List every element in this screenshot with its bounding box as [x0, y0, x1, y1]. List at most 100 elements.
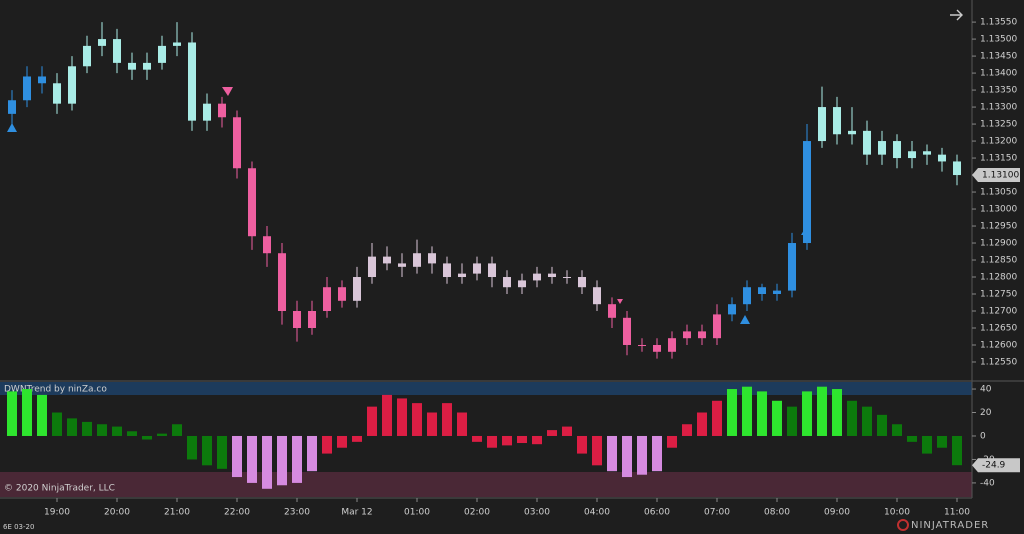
histogram-bar: [592, 435, 602, 466]
x-tick-label: 01:00: [404, 508, 430, 518]
histogram-bar: [217, 435, 227, 469]
histogram-bar: [907, 435, 917, 442]
signal-up: [740, 315, 750, 324]
candle-body: [758, 287, 766, 295]
y-tick-label: 1.13300: [980, 103, 1017, 113]
candle-body: [263, 236, 271, 254]
histogram-bar: [487, 435, 497, 448]
candle-body: [503, 277, 511, 288]
histogram-bar: [37, 394, 47, 436]
candle-body: [893, 141, 901, 159]
logo: NINJATRADER: [911, 520, 989, 531]
candle-body: [428, 253, 436, 264]
y-tick-label: 1.12900: [980, 239, 1017, 249]
x-tick-label: 23:00: [284, 508, 310, 518]
scroll-arrow[interactable]: [950, 9, 963, 21]
candle-body: [293, 311, 301, 328]
histogram-bar: [397, 398, 407, 436]
candle-body: [368, 256, 376, 278]
histogram-bar: [532, 435, 542, 445]
candle-body: [788, 243, 796, 291]
x-tick-label: 20:00: [104, 508, 130, 518]
candle-body: [8, 100, 16, 114]
histogram-bar: [7, 391, 17, 436]
x-tick-label: 10:00: [884, 508, 910, 518]
candle-body: [623, 317, 631, 345]
histogram-bar: [277, 435, 287, 486]
histogram-bar: [457, 412, 467, 436]
instrument: 6E 03-20: [3, 523, 34, 531]
candle-body: [23, 76, 31, 101]
histogram-bar: [502, 435, 512, 446]
last-value-box: [972, 168, 1020, 183]
x-tick-label: 06:00: [644, 508, 670, 518]
candle-body: [443, 263, 451, 278]
candle-body: [83, 45, 91, 67]
candle-body: [488, 263, 496, 278]
histogram-bar: [322, 435, 332, 454]
candle-body: [353, 277, 361, 301]
histogram-bar: [577, 435, 587, 454]
lower-band: [0, 472, 972, 497]
histogram-bar: [472, 435, 482, 442]
candle-body: [128, 62, 136, 70]
histogram-bar: [667, 435, 677, 448]
y-tick-label: 1.13050: [980, 188, 1017, 198]
candle-body: [398, 263, 406, 267]
y-tick-label: 1.12700: [980, 307, 1017, 317]
histogram-bar: [442, 403, 452, 436]
candle-body: [278, 253, 286, 312]
x-tick-label: 19:00: [44, 508, 70, 518]
x-tick-label: 02:00: [464, 508, 490, 518]
y-tick-label: 1.13500: [980, 35, 1017, 45]
candle-body: [308, 311, 316, 328]
histogram-bar: [787, 406, 797, 436]
x-tick-label: 04:00: [584, 508, 610, 518]
y-tick-label: 1.13200: [980, 137, 1017, 147]
histogram-bar: [307, 435, 317, 472]
histogram-bar: [22, 389, 32, 436]
candle-body: [848, 130, 856, 135]
candle-body: [938, 154, 946, 162]
histogram-bar: [427, 412, 437, 436]
candle-body: [608, 304, 616, 318]
candle-body: [413, 253, 421, 267]
candle-body: [473, 263, 481, 274]
histogram-bar: [382, 394, 392, 436]
histogram-bar: [682, 424, 692, 436]
candle-body: [143, 62, 151, 70]
candle-body: [698, 331, 706, 339]
candle-body: [683, 331, 691, 339]
histogram-bar: [847, 400, 857, 436]
indicator-title: DWNTrend by ninZa.co: [4, 385, 107, 395]
histogram-bar: [607, 435, 617, 472]
histogram-bar: [802, 391, 812, 436]
signal-down: [222, 87, 233, 96]
candle-body: [548, 273, 556, 278]
x-tick-label: Mar 12: [341, 508, 372, 518]
histogram-bar: [232, 435, 242, 478]
candle-body: [728, 304, 736, 315]
candle-body: [878, 141, 886, 155]
last-value-box: [972, 458, 1020, 473]
histogram-bar: [112, 426, 122, 436]
y-tick-label: 1.12850: [980, 256, 1017, 266]
histogram-bar: [67, 418, 77, 436]
candle-body: [98, 39, 106, 46]
y-tick-label: 1.13000: [980, 205, 1017, 215]
candle-body: [458, 273, 466, 278]
y-tick-label: 20: [980, 408, 992, 418]
y-tick-label: 1.13350: [980, 86, 1017, 96]
histogram-bar: [547, 430, 557, 436]
histogram-bar: [892, 424, 902, 436]
histogram-bar: [247, 435, 257, 483]
y-tick-label: 1.12800: [980, 273, 1017, 283]
histogram-bar: [202, 435, 212, 466]
candle-body: [233, 117, 241, 169]
candle-body: [323, 287, 331, 312]
histogram-bar: [757, 391, 767, 436]
histogram-bar: [352, 435, 362, 442]
histogram-bar: [367, 406, 377, 436]
candle-body: [563, 277, 571, 279]
